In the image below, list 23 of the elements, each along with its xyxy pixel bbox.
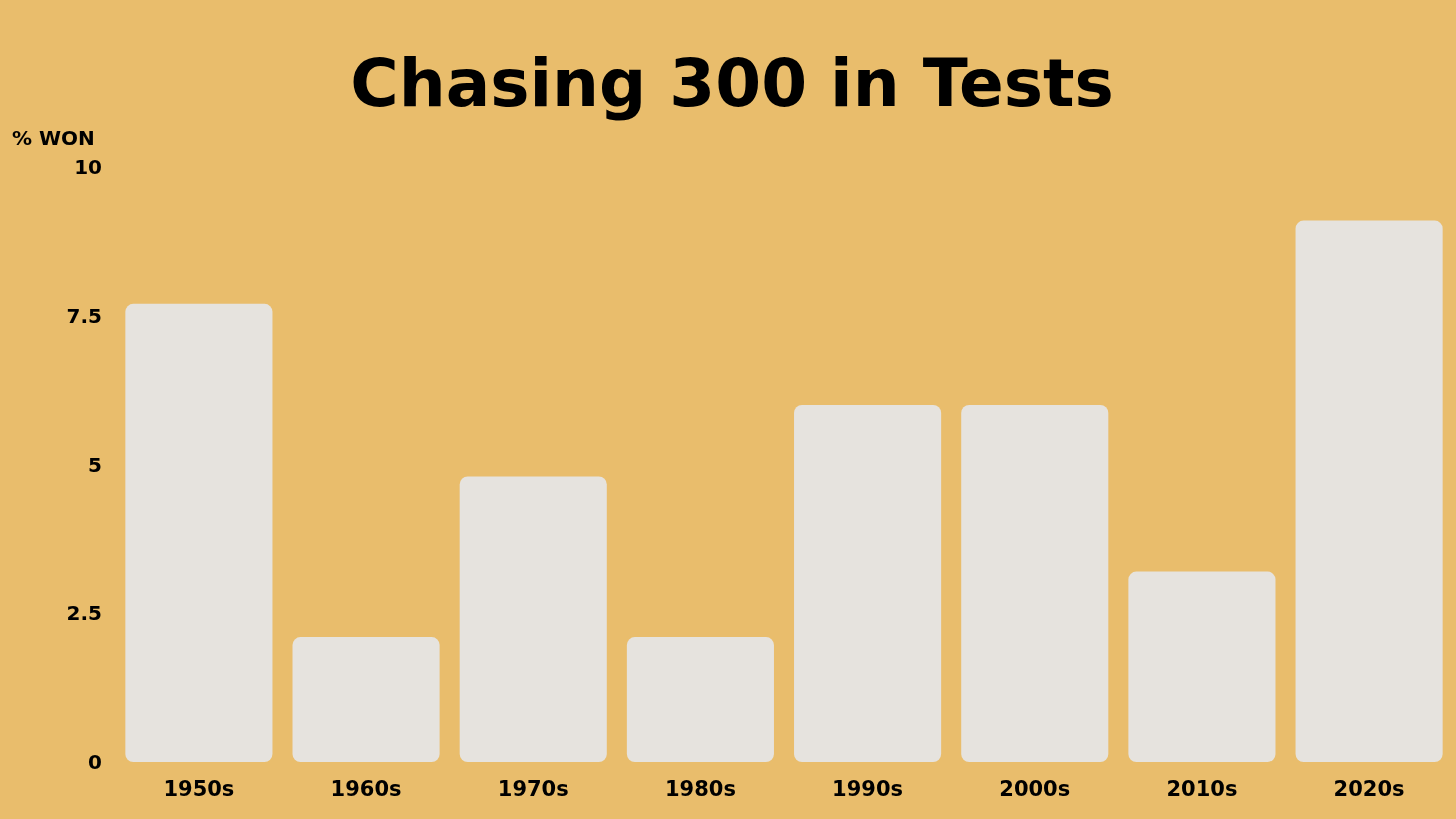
bar [459,476,607,762]
y-axis-title: % WON [12,126,95,150]
y-tick-label: 5 [88,452,102,477]
x-tick-label: 1960s [330,777,402,801]
x-tick-label: 1970s [497,777,569,801]
bar [626,637,774,762]
x-tick-label: 2000s [999,777,1071,801]
y-tick-label: 10 [74,155,102,179]
x-tick-label: 1990s [832,777,904,801]
bar [292,637,440,762]
bar [961,405,1109,762]
x-tick-label: 2020s [1333,777,1405,801]
bar [794,405,942,762]
bar [125,303,273,762]
bar [1128,571,1276,762]
y-tick-label: 0 [88,750,102,774]
x-tick-label: 1950s [163,777,235,801]
chart-title: Chasing 300 in Tests [350,45,1114,122]
bar [1295,220,1443,762]
x-tick-label: 1980s [664,777,736,801]
x-tick-label: 2010s [1166,777,1238,801]
y-tick-label: 7.5 [66,303,102,328]
y-tick-label: 2.5 [66,601,102,626]
